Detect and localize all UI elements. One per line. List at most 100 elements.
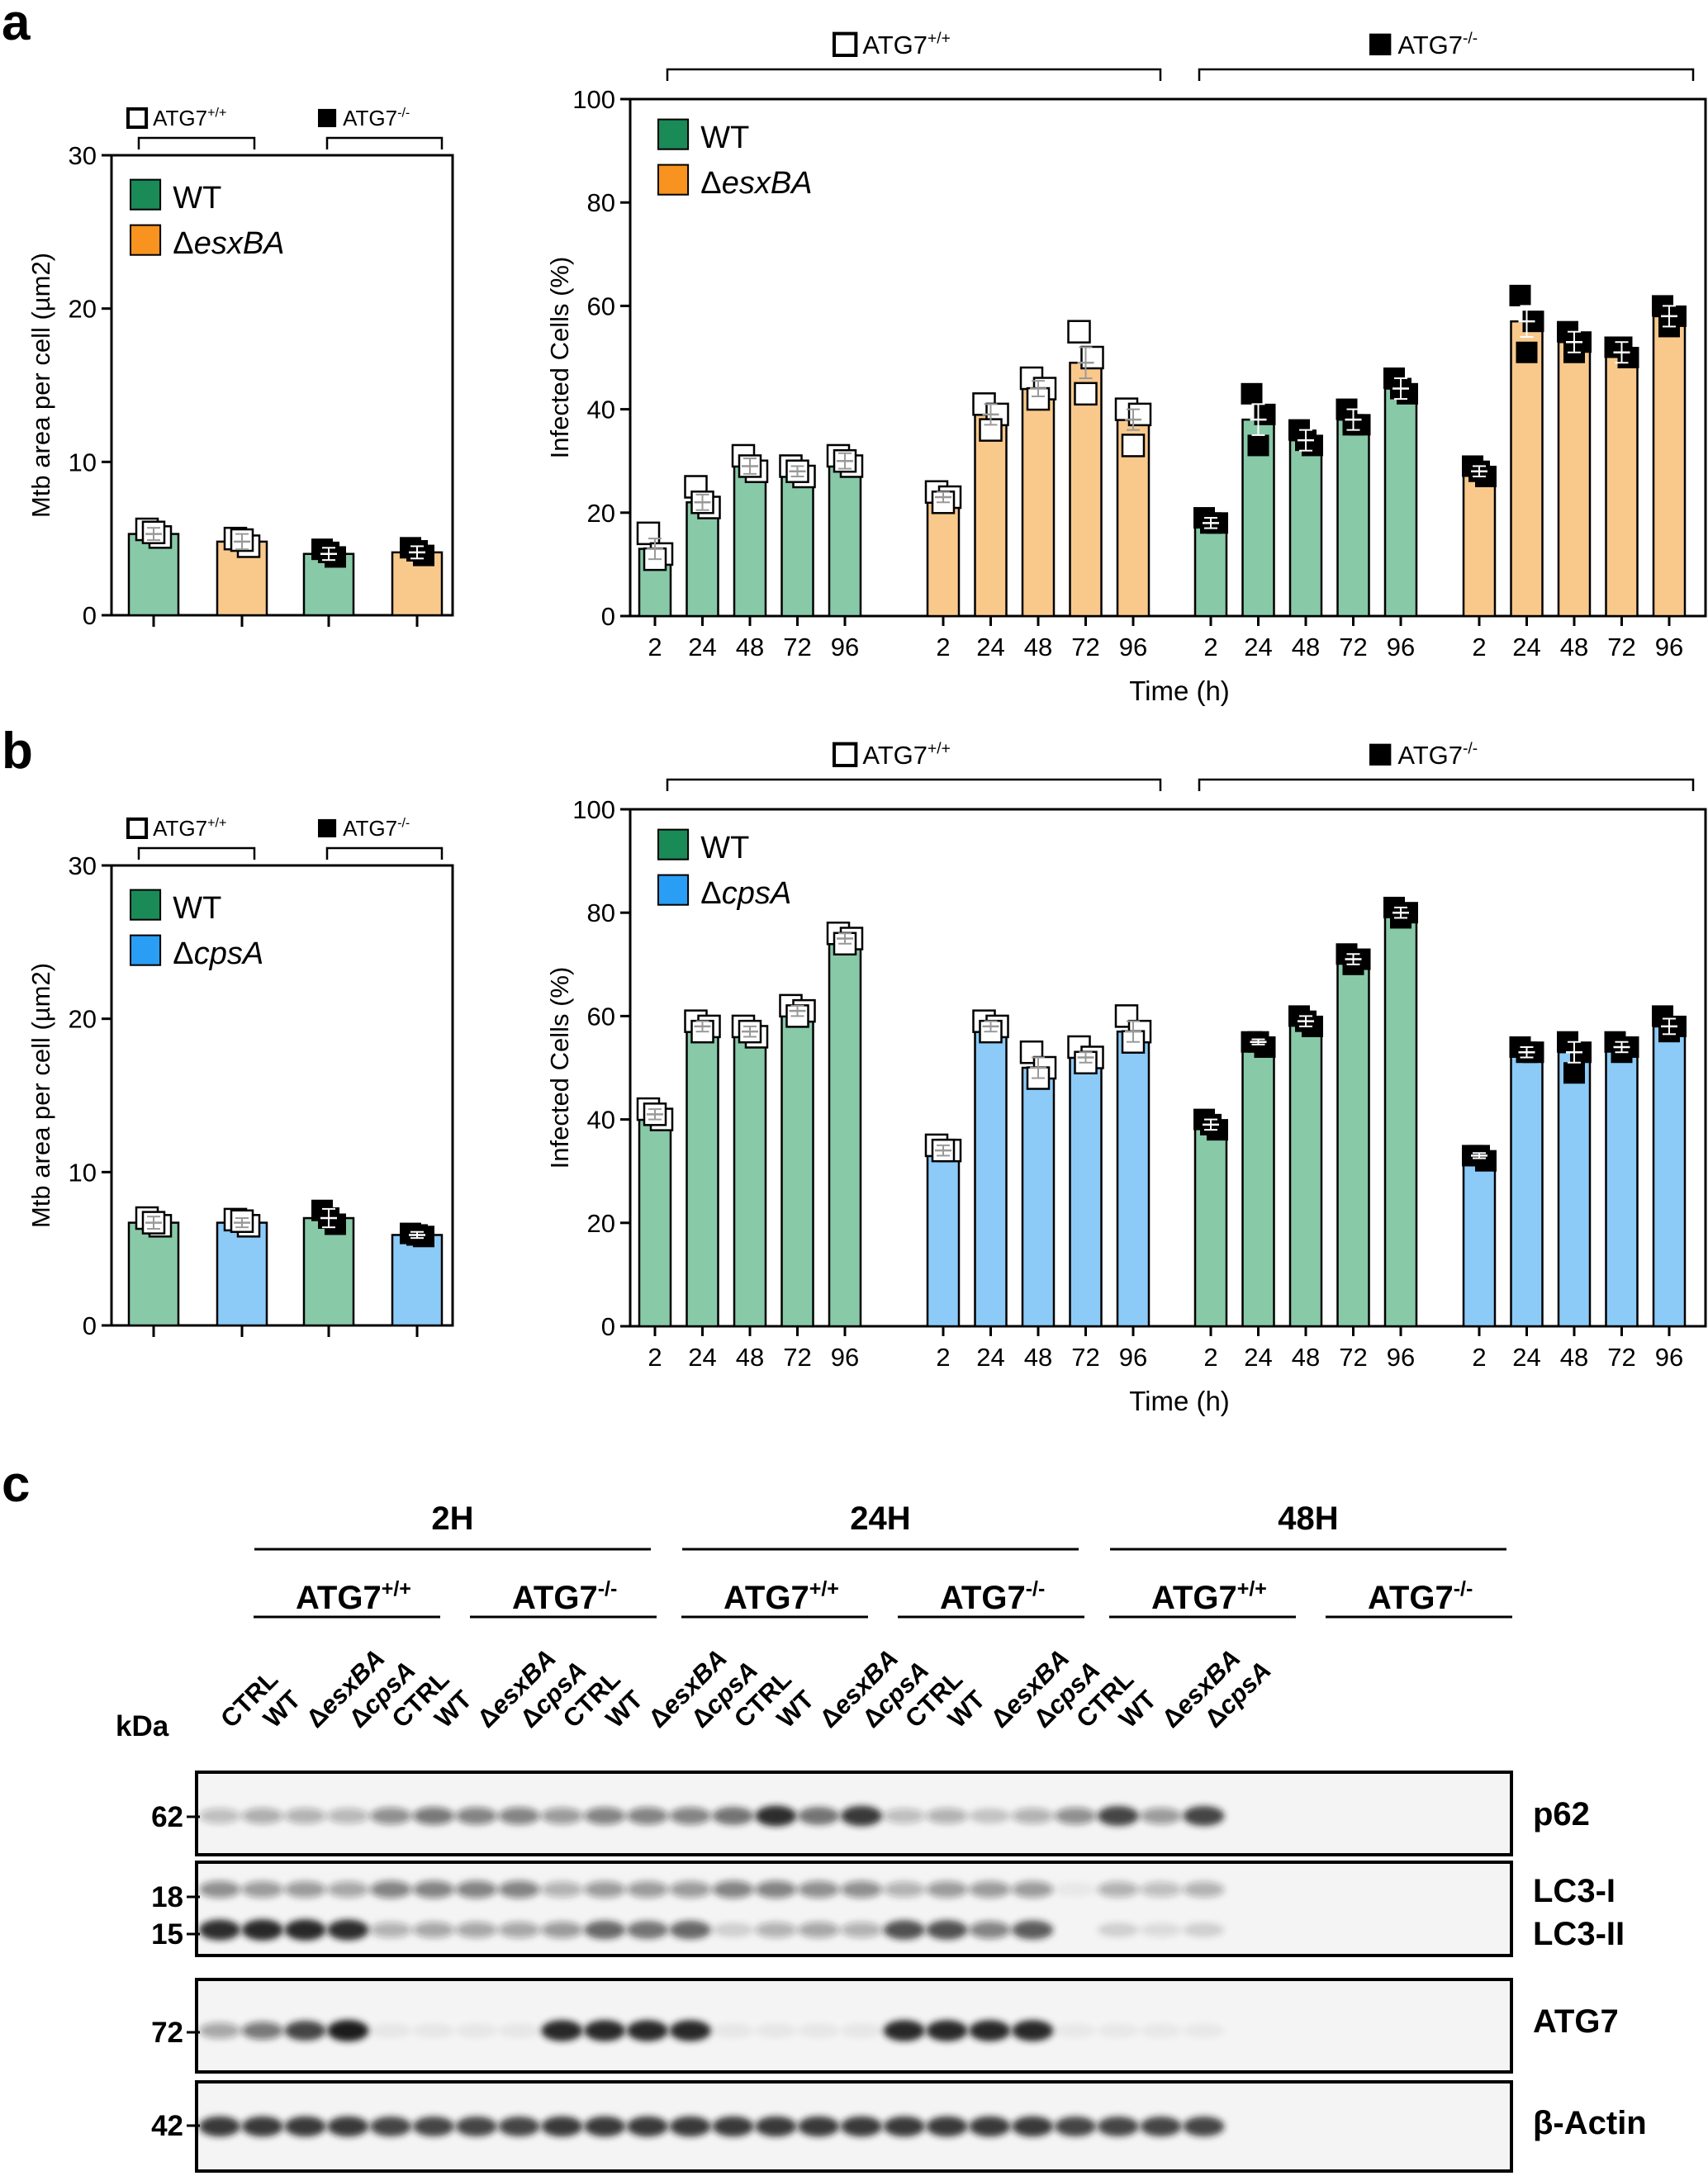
y-tick-label: 40 [587,396,615,424]
genotype-open-square-icon [833,742,858,768]
blot-band [926,1881,968,1898]
blot-band [541,1881,583,1898]
blot-band [627,1881,668,1898]
blot-band [841,1922,882,1938]
blot-band [413,2023,454,2038]
y-tick-label: 0 [83,601,97,630]
x-tick-label: 2 [936,1343,950,1372]
y-axis-title: Infected Cells (%) [545,967,574,1169]
bar [926,1149,961,1328]
blot-band [199,1880,240,1899]
x-tick-label: 24 [688,633,716,661]
x-tick-label: 72 [1607,1343,1635,1372]
blot-band [883,1881,925,1898]
genotype-label: ATG7-/- [1397,741,1478,770]
blot-band [455,2117,497,2136]
bar [1557,1050,1592,1328]
x-tick-label: 96 [1655,633,1683,661]
data-point [1080,345,1104,370]
blot-band [798,1922,840,1938]
x-tick-label: 2 [1472,1343,1486,1372]
kda-header: kDa [116,1710,169,1742]
blot-band [1140,1922,1182,1937]
y-tick-label: 10 [69,1158,97,1187]
x-tick-label: 48 [1292,633,1320,661]
bar [1510,1050,1544,1328]
genotype-header-ko: ATG7-/- [318,816,410,841]
x-tick-label: 24 [1512,633,1540,661]
y-tick-label: 0 [601,602,615,631]
legend-label-wt: WT [173,891,221,926]
y-tick-label: 20 [587,1209,615,1238]
blot-strip: 42 β-Actin [151,2080,1647,2173]
x-tick-label: 96 [1119,633,1147,661]
blot-band [1183,1881,1225,1898]
genotype-open-square-icon [126,817,149,840]
bar [974,1025,1008,1328]
bracket-wt [137,136,256,149]
blot-band [1183,2023,1225,2038]
blot-band [669,1807,711,1825]
bracket-ko [325,846,444,860]
genotype-header-ko: ATG7-/- [1369,741,1478,770]
blot-band [241,1881,283,1898]
y-tick-label: 40 [587,1106,615,1135]
y-tick-label: 60 [587,1002,615,1031]
blot-marker-label: 18 [151,1881,183,1913]
blot-band [798,1880,840,1899]
data-point [636,521,661,546]
blot-marker-label: 72 [151,2017,183,2049]
bar [1193,1123,1228,1328]
x-tick-label: 24 [1244,633,1272,661]
x-tick-label: 48 [1560,1343,1588,1372]
genotype-header-wt: ATG7+/+ [126,106,226,130]
blot-band [1183,1922,1225,1937]
panel-letter-b: b [2,723,33,780]
x-tick-label: 2 [648,633,662,661]
legend-swatch-wt [657,118,690,150]
y-axis-title: Mtb area per cell (µm2) [26,963,55,1228]
bar [926,495,961,618]
blot-band [584,1807,626,1825]
blot-band [712,1880,754,1899]
genotype-filled-square-icon [1369,743,1392,766]
blot-band [241,1919,283,1941]
bar [1241,1041,1275,1328]
bar [1462,1154,1497,1328]
blot-band [327,1808,369,1824]
bar [1288,439,1323,618]
x-tick-label: 2 [936,633,950,661]
blot-band [584,1920,626,1940]
x-tick-label: 48 [736,1343,764,1372]
blot-row-label: LC3-II [1533,1916,1625,1952]
bar [1652,315,1687,618]
legend-swatch-cps [130,934,162,966]
blot-band [1140,1808,1182,1824]
data-point [1254,403,1276,425]
data-point [1241,382,1263,405]
blot-band [1055,2117,1096,2136]
blot-marker-label: 62 [151,1801,183,1833]
genotype-label: ATG7+/+ [862,741,950,770]
blot-band [1140,2023,1182,2038]
legend-swatch-wt [130,889,162,921]
genotype-label: ATG7-/- [343,106,410,130]
bar [216,1221,268,1327]
x-tick-label: 96 [1655,1343,1683,1372]
bracket-wt [666,68,1162,81]
blot-band [1140,1881,1182,1898]
bar [780,470,814,618]
blot-band [1012,1881,1054,1898]
x-tick-label: 48 [1560,633,1588,661]
western-blot: 2H ATG7+/+ ATG7-/- 24H ATG7+/+ ATG7-/- 48H ATG7… [116,1500,1647,2173]
bar [1021,1066,1056,1328]
bracket-ko [325,136,444,149]
legend-label-esx: ΔesxBA [700,166,812,201]
blot-band [712,1922,754,1937]
blot-band [284,2021,326,2041]
legend-label-cps: ΔcpsA [173,936,263,971]
blot-band [798,2116,840,2137]
bar [1288,1020,1323,1328]
blot-band [755,2023,797,2038]
blot-strip-frame [195,1861,1513,1957]
